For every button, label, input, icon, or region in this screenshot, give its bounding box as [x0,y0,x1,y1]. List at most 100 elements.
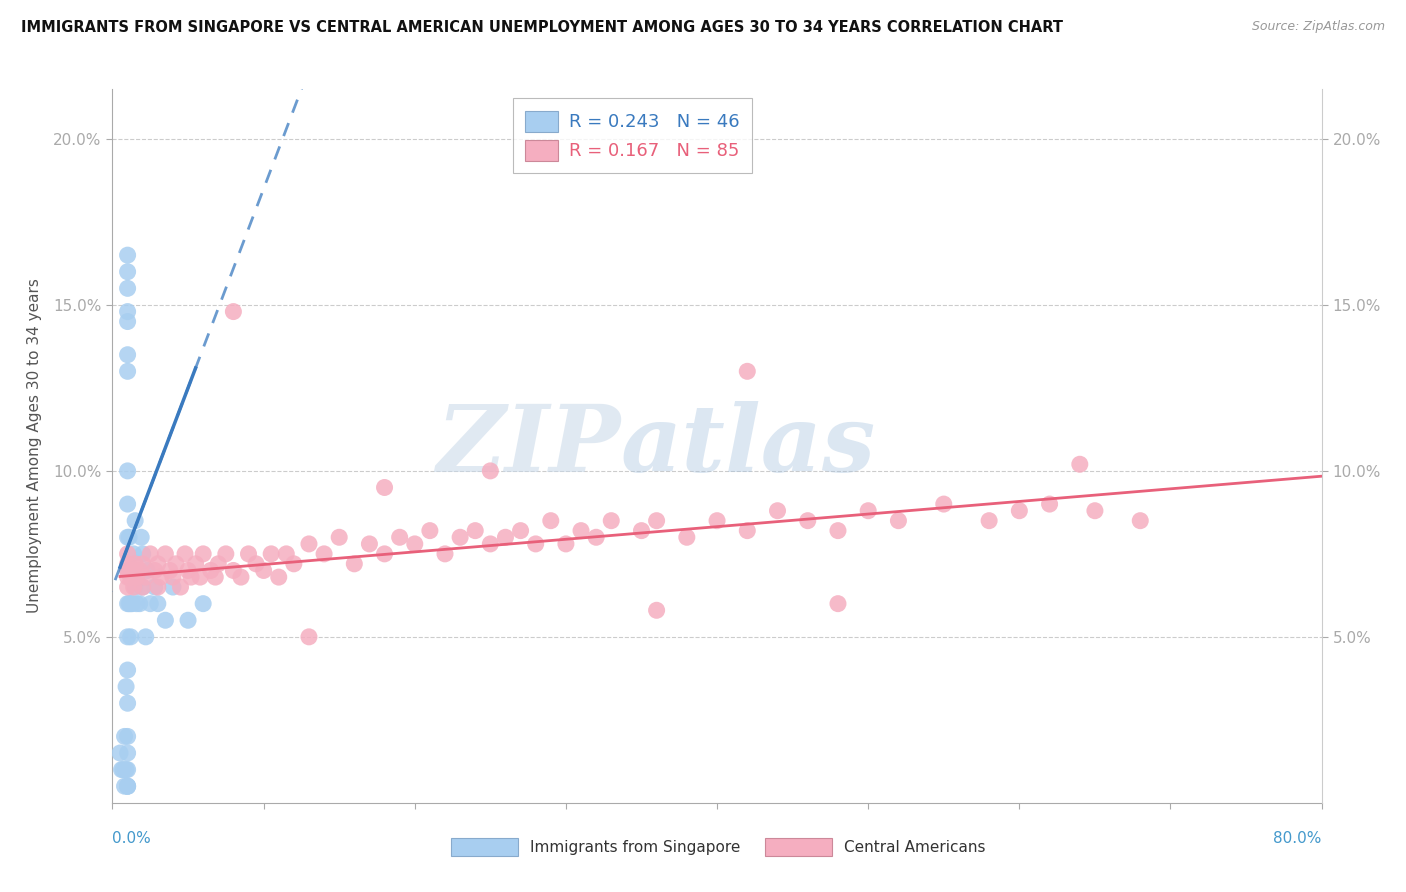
Point [222,304,245,318]
Point [118,597,141,611]
Point [121,597,143,611]
Point [645,603,668,617]
Point [115,680,138,694]
Point [122,580,145,594]
Point [827,597,849,611]
Point [132,580,155,594]
Y-axis label: Unemployment Among Ages 30 to 34 years: Unemployment Among Ages 30 to 34 years [27,278,42,614]
Point [1069,457,1091,471]
Point [404,537,426,551]
Point [433,547,456,561]
Point [117,314,139,328]
Point [856,504,880,518]
Point [117,304,139,318]
Point [283,557,305,571]
Point [117,779,139,793]
FancyBboxPatch shape [451,838,517,856]
Point [554,537,576,551]
Point [328,530,350,544]
Point [585,530,607,544]
Point [135,630,157,644]
Point [120,597,142,611]
Point [162,580,184,594]
Point [540,514,562,528]
Point [177,564,200,578]
Point [1084,504,1107,518]
Point [108,746,131,760]
Text: atlas: atlas [620,401,876,491]
Point [117,746,139,760]
Point [117,564,139,578]
Point [120,570,142,584]
Point [121,564,143,578]
Point [114,730,136,744]
Point [359,537,381,551]
Point [245,557,267,571]
Point [298,630,321,644]
Point [276,547,298,561]
Point [117,464,139,478]
Point [139,547,162,561]
Point [124,514,146,528]
Point [388,530,411,544]
Point [169,580,191,594]
Point [706,514,728,528]
Point [117,497,139,511]
Point [1129,514,1152,528]
Text: 0.0%: 0.0% [112,831,152,847]
Text: Central Americans: Central Americans [844,839,986,855]
Point [117,564,139,578]
Point [766,504,789,518]
Point [159,564,181,578]
Point [184,557,207,571]
Point [132,580,155,594]
Point [149,570,172,584]
Point [449,530,471,544]
Text: Source: ZipAtlas.com: Source: ZipAtlas.com [1251,20,1385,33]
Point [117,663,139,677]
Point [117,597,139,611]
Point [146,597,169,611]
Point [118,564,141,578]
Text: IMMIGRANTS FROM SINGAPORE VS CENTRAL AMERICAN UNEMPLOYMENT AMONG AGES 30 TO 34 Y: IMMIGRANTS FROM SINGAPORE VS CENTRAL AME… [21,20,1063,35]
Point [600,514,623,528]
Point [124,580,146,594]
Point [267,570,290,584]
Text: 80.0%: 80.0% [1274,831,1322,847]
Point [124,557,146,571]
Point [146,557,169,571]
Point [129,530,152,544]
Point [117,580,139,594]
Point [117,530,139,544]
Point [118,530,141,544]
Point [143,564,166,578]
Point [977,514,1000,528]
Legend: R = 0.243   N = 46, R = 0.167   N = 85: R = 0.243 N = 46, R = 0.167 N = 85 [513,98,752,173]
Point [127,564,149,578]
Point [374,547,396,561]
Point [737,364,759,378]
Point [117,570,139,584]
Point [645,514,668,528]
Point [215,547,238,561]
Point [180,570,202,584]
Point [117,547,139,561]
Point [253,564,276,578]
Point [495,530,517,544]
Point [117,779,139,793]
Point [238,547,260,561]
Point [132,547,155,561]
Point [524,537,547,551]
Point [121,564,143,578]
Point [146,580,169,594]
Point [200,564,222,578]
Point [630,524,652,538]
Point [298,537,321,551]
Point [887,514,910,528]
Point [314,547,336,561]
Point [191,597,214,611]
Text: Immigrants from Singapore: Immigrants from Singapore [530,839,740,855]
Point [155,613,177,627]
Point [117,557,139,571]
Point [796,514,818,528]
